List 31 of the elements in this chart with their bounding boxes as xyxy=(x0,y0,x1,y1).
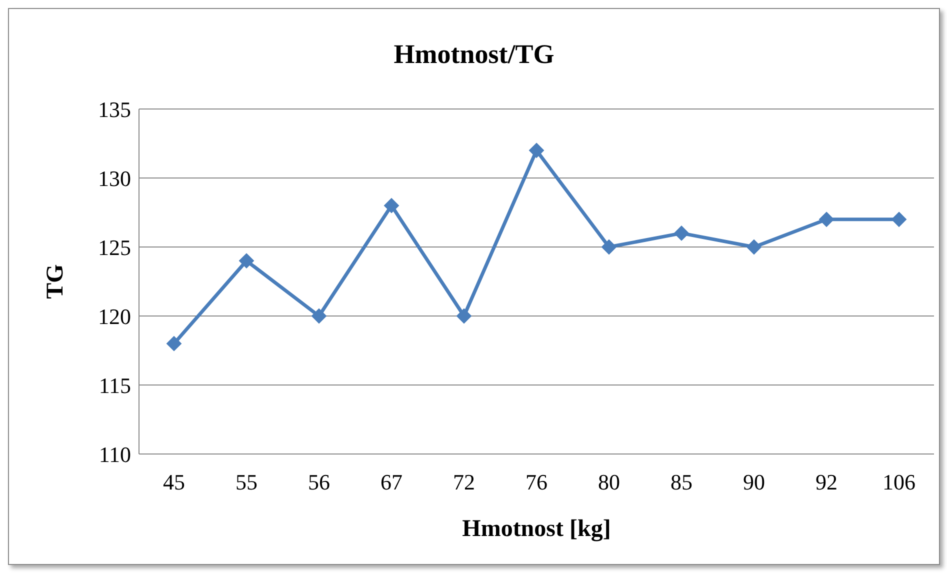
point xyxy=(529,142,544,158)
x-tick-label: 56 xyxy=(308,470,330,495)
x-tick-label: 80 xyxy=(598,470,620,495)
chart-title: Hmotnost/TG xyxy=(392,39,556,70)
x-tick-label: 85 xyxy=(670,470,692,495)
x-tick-label: 55 xyxy=(236,470,258,495)
point xyxy=(312,308,326,324)
y-tick-label: 130 xyxy=(98,166,131,191)
point xyxy=(384,198,399,214)
x-tick-label: 106 xyxy=(882,470,916,495)
point xyxy=(819,212,834,227)
x-tick-label: 92 xyxy=(816,470,838,495)
x-tick-label: 90 xyxy=(743,470,765,495)
point xyxy=(602,240,616,254)
x-tick-label: 76 xyxy=(526,470,548,495)
x-tick-label: 72 xyxy=(453,470,475,495)
x-tick-label: 67 xyxy=(380,470,402,495)
y-tick-label: 110 xyxy=(98,442,131,467)
point xyxy=(456,308,472,324)
x-axis-title: Hmotnost [kg] xyxy=(462,516,611,542)
y-tick-label: 115 xyxy=(98,372,131,398)
x-tick-label: 45 xyxy=(163,470,185,495)
point xyxy=(239,253,254,268)
point xyxy=(892,212,906,227)
y-axis-title: TG xyxy=(42,264,69,299)
point xyxy=(674,226,689,241)
y-tick-label: 125 xyxy=(98,234,131,260)
y-tick-label: 120 xyxy=(98,304,131,329)
y-tick-label: 135 xyxy=(98,96,131,122)
point xyxy=(746,240,762,254)
point xyxy=(166,336,182,352)
